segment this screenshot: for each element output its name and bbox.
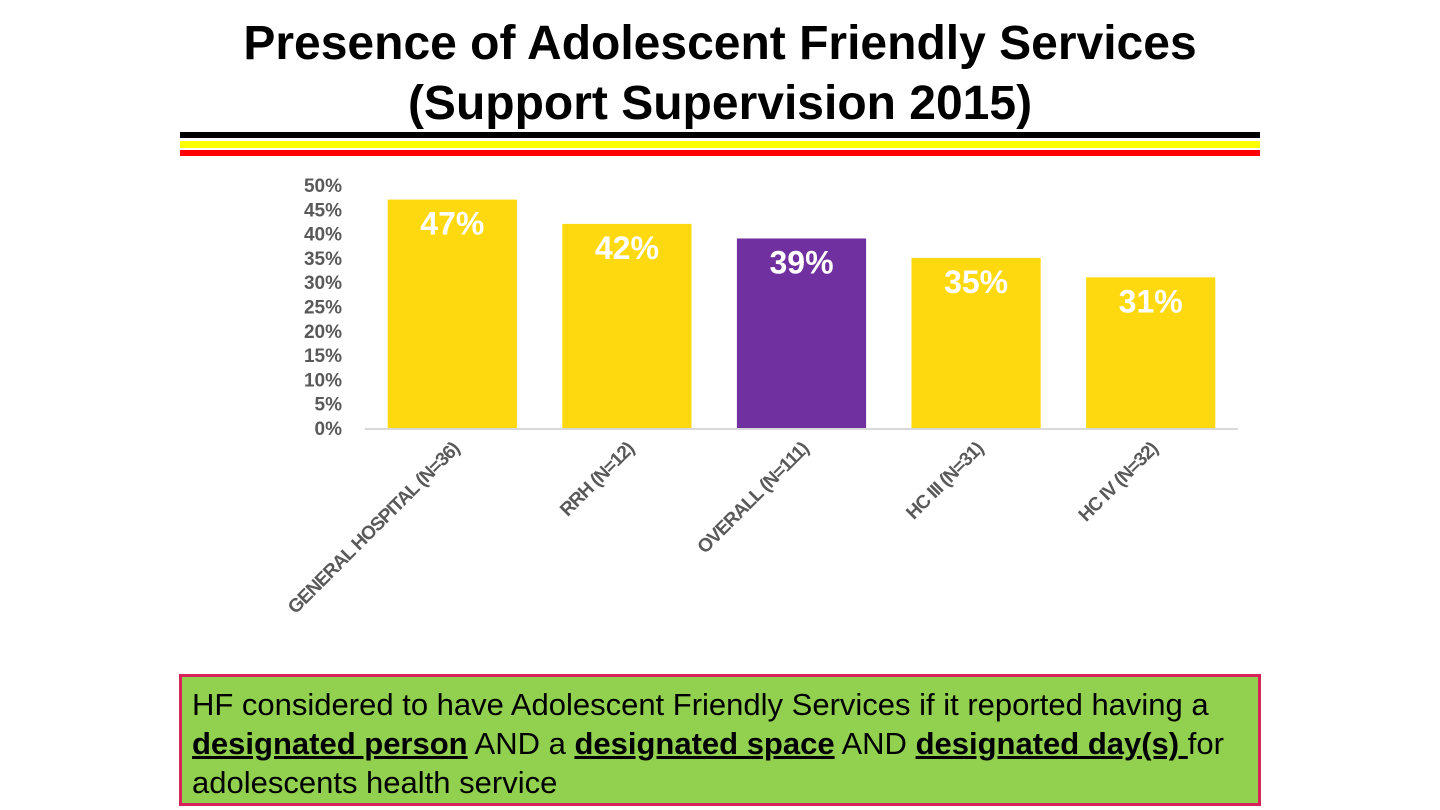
stripe-yellow [180,141,1260,148]
bars [387,199,1216,428]
y-tick-label: 40% [304,225,342,246]
y-tick-label: 10% [304,370,342,391]
note-text: HF considered to have Adolescent Friendl… [182,677,1258,802]
note-designated-space: designated space [574,726,835,761]
y-axis: 0% 5% 10% 15% 20% 25% 30% 35% 40% 45% 50% [304,176,342,440]
note-text-1: HF considered to have Adolescent Friendl… [192,687,1209,722]
data-label: 39% [769,244,833,280]
definition-note: HF considered to have Adolescent Friendl… [179,674,1261,806]
note-text-3: AND [834,726,916,761]
data-label: 35% [944,264,1008,300]
title-line-1: Presence of Adolescent Friendly Services [243,17,1197,70]
y-tick-label: 30% [304,273,342,294]
bar [387,199,517,428]
bar [736,238,867,428]
x-tick-label: GENERAL HOSPITAL (N=36) [284,438,464,618]
bar [1086,277,1216,428]
x-tick-label: HC IV (N=32) [1075,438,1163,526]
note-text-4: for adolescents health service [192,726,1224,800]
y-tick-label: 35% [304,249,342,270]
bar [562,223,692,428]
note-designated-days: designated day(s) [915,726,1188,761]
note-text-2: AND a [467,726,575,761]
data-label: 47% [420,206,484,242]
data-label: 31% [1119,283,1183,319]
stripe-red [180,150,1260,156]
y-tick-label: 50% [304,176,342,197]
y-tick-label: 0% [315,419,343,440]
data-labels: 47% 42% 39% 35% 31% [420,206,1182,320]
x-axis: GENERAL HOSPITAL (N=36) RRH (N=12) OVERALL… [284,438,1162,618]
slide-title: Presence of Adolescent Friendly Services… [180,14,1260,134]
y-tick-label: 25% [304,298,342,319]
y-tick-label: 20% [304,322,342,343]
bar [911,257,1041,428]
x-tick-label: RRH (N=12) [556,438,639,521]
bar-chart: 0% 5% 10% 15% 20% 25% 30% 35% 40% 45% 50% 47% 42% 39… [284,176,1238,618]
note-designated-person: designated person [192,726,468,761]
y-tick-label: 5% [315,395,343,416]
title-line-2: (Support Supervision 2015) [407,77,1033,130]
y-tick-label: 45% [304,200,342,221]
data-label: 42% [595,230,659,266]
x-tick-label: OVERALL (N=111) [694,438,814,558]
x-tick-label: HC III (N=31) [902,438,988,524]
stripe-black [180,132,1260,138]
y-tick-label: 15% [304,346,342,367]
